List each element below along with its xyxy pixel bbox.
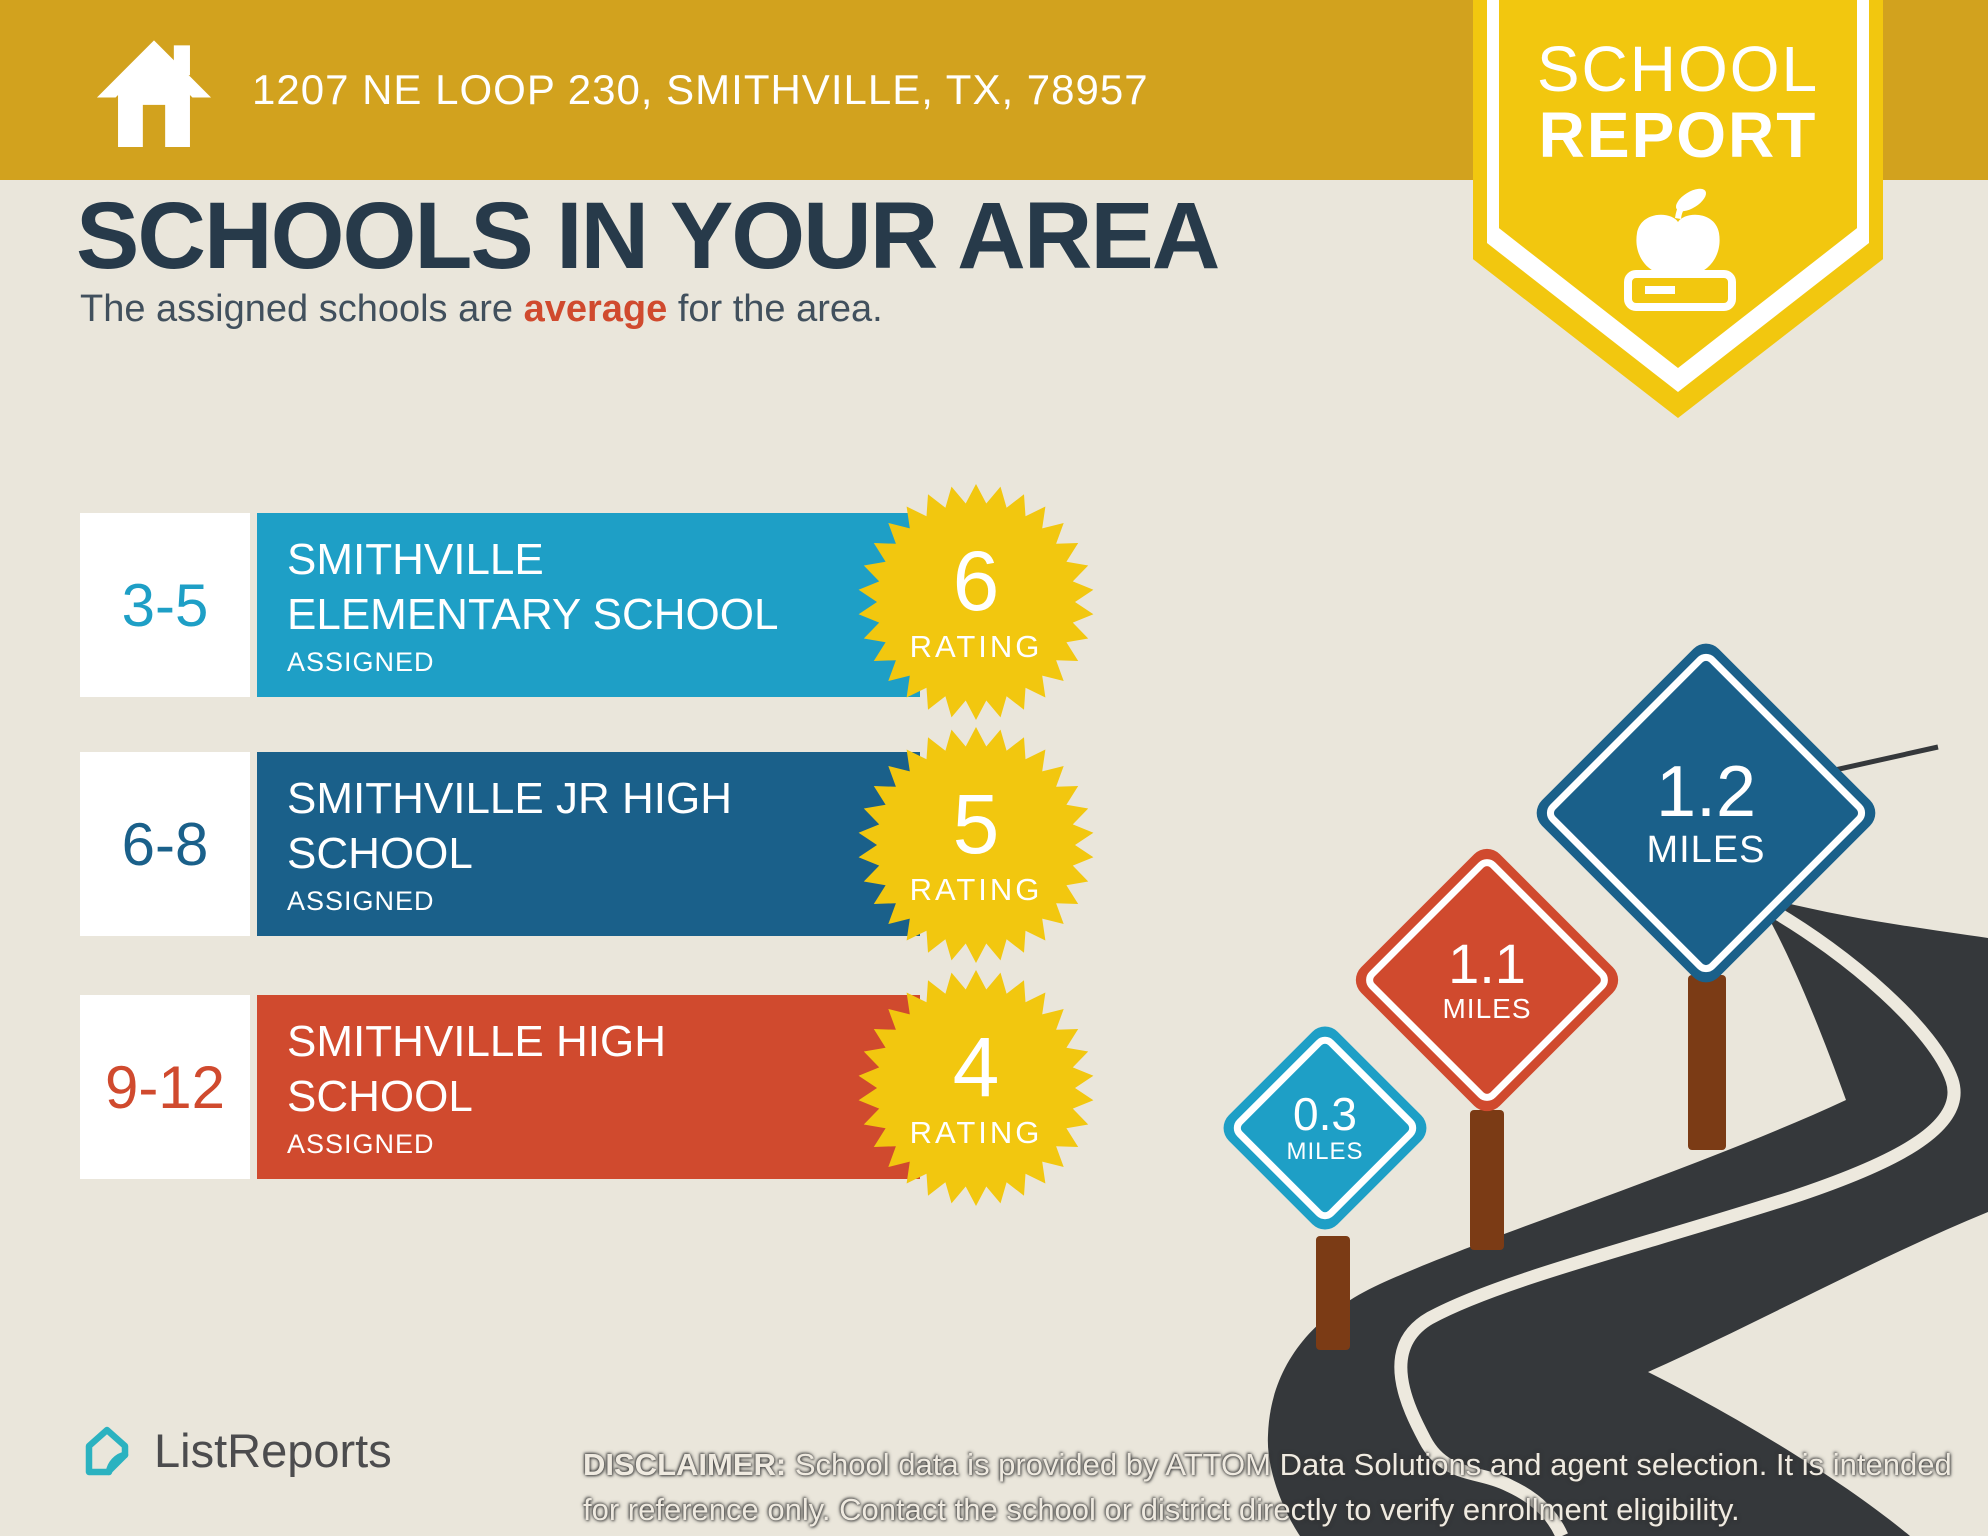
disclaimer-line1: School data is provided by ATTOM Data So… [786,1447,1952,1482]
disclaimer-line2: for reference only. Contact the school o… [583,1492,1740,1527]
road-center-line [1394,902,1961,1536]
disclaimer-text: DISCLAIMER: School data is provided by A… [583,1442,1983,1532]
rating-value: 4 [952,1020,1000,1114]
distance-sign-near: 0.3 MILES [1216,1019,1434,1237]
apple-book-icon [1624,188,1736,311]
school-row-jr-high: 6-8 SMITHVILLE JR HIGH SCHOOL ASSIGNED [80,752,920,936]
rating-value: 5 [952,777,1000,871]
school-row-high: 9-12 SMITHVILLE HIGH SCHOOL ASSIGNED [80,995,920,1179]
listreports-wordmark: ListReports [154,1423,392,1477]
road-shape [1267,895,1988,1536]
school-name-line2: SCHOOL [287,1072,473,1121]
starburst-icon [858,484,1094,720]
badge-title-school: SCHOOL [1536,33,1820,105]
distance-sign-far: 1.2 MILES [1529,636,1883,990]
grade-range: 9-12 [80,995,250,1179]
listreports-house-icon [85,1426,129,1476]
distance-value: 1.2 [1655,751,1757,832]
page-title: SCHOOLS IN YOUR AREA [76,183,1220,289]
subtitle-suffix: for the area. [667,288,883,330]
school-row-elementary: 3-5 SMITHVILLE ELEMENTARY SCHOOL ASSIGNE… [80,513,920,697]
distance-sign-mid: 1.1 MILES [1348,841,1626,1119]
school-bar: SMITHVILLE ELEMENTARY SCHOOL ASSIGNED [257,513,920,697]
grade-range: 3-5 [80,513,250,697]
school-bar: SMITHVILLE HIGH SCHOOL ASSIGNED [257,995,920,1179]
rating-label: RATING [909,872,1043,907]
rating-label: RATING [909,1115,1043,1150]
school-name-line1: SMITHVILLE JR HIGH [287,774,732,823]
distance-value: 0.3 [1293,1088,1357,1140]
assigned-label: ASSIGNED [287,647,435,677]
school-name-line1: SMITHVILLE HIGH [287,1017,666,1066]
school-bar: SMITHVILLE JR HIGH SCHOOL ASSIGNED [257,752,920,936]
school-name-line1: SMITHVILLE [287,535,544,584]
badge-title-report: REPORT [1538,99,1818,171]
sign-post [1688,975,1726,1150]
sign-post [1470,1110,1504,1250]
school-name-line2: ELEMENTARY SCHOOL [287,590,779,639]
rating-value: 6 [952,534,1000,628]
rating-label: RATING [909,629,1043,664]
disclaimer-label: DISCLAIMER: [583,1447,787,1482]
school-name-line2: SCHOOL [287,829,473,878]
distance-value: 1.1 [1448,932,1526,995]
subtitle-prefix: The assigned schools are [80,288,524,330]
rating-badge-elementary: 6 RATING [851,477,1101,727]
sign-post [1316,1236,1350,1350]
subtitle-highlight: average [523,288,668,330]
rating-badge-jr-high: 5 RATING [851,720,1101,970]
distance-unit: MILES [1286,1138,1364,1165]
page-subtitle: The assigned schools are average for the… [80,288,883,331]
distance-unit: MILES [1646,828,1766,871]
listreports-logo: ListReports [76,1420,392,1480]
assigned-label: ASSIGNED [287,886,435,916]
home-icon [96,40,212,148]
starburst-icon [858,970,1094,1206]
school-report-badge: SCHOOL REPORT [1473,0,1883,418]
starburst-icon [858,727,1094,963]
property-address: 1207 NE LOOP 230, SMITHVILLE, TX, 78957 [252,66,1149,113]
rating-badge-high: 4 RATING [851,963,1101,1213]
distance-unit: MILES [1442,993,1532,1024]
grade-range: 6-8 [80,752,250,936]
assigned-label: ASSIGNED [287,1129,435,1159]
